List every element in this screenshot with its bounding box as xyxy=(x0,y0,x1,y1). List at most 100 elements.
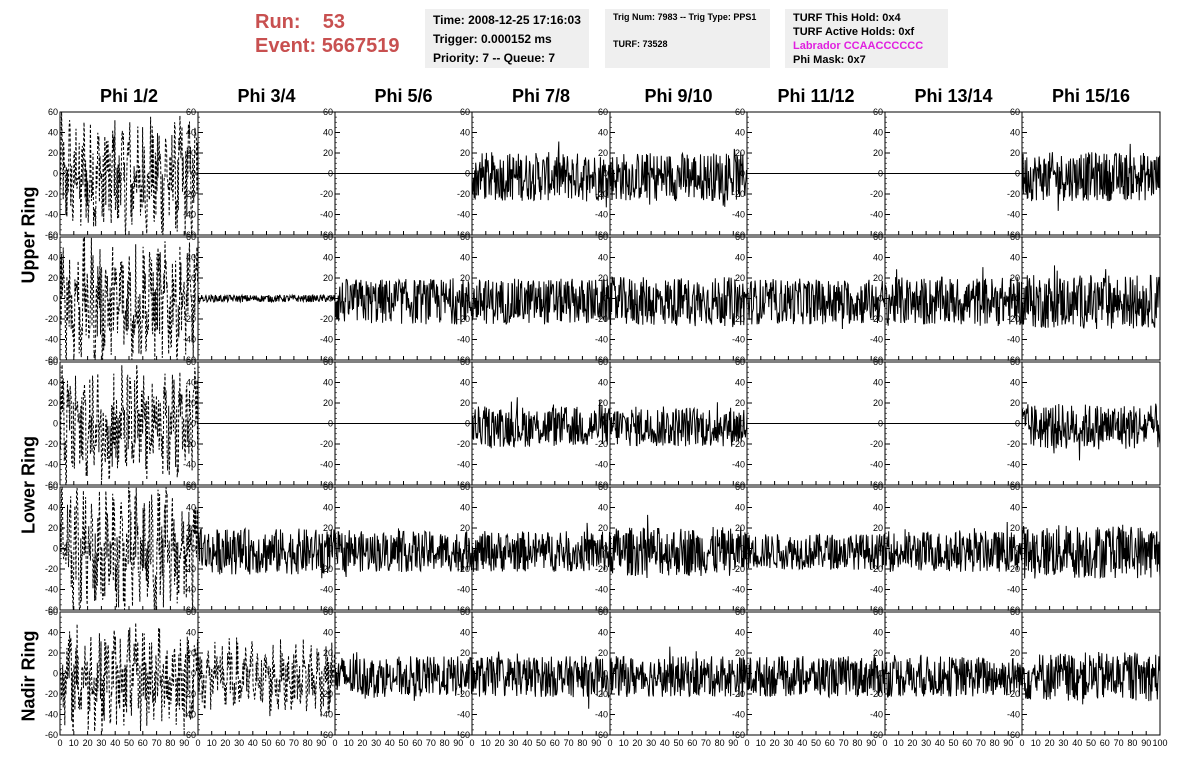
waveform-trace xyxy=(334,528,473,578)
y-tick-label: -40 xyxy=(732,710,745,720)
y-tick-label: 20 xyxy=(598,648,608,658)
y-tick-label: 20 xyxy=(735,148,745,158)
y-tick-label: -20 xyxy=(595,189,608,199)
panel-lower-b-phi-col-1: -60 -40 -20 0 20 40 60 xyxy=(45,482,199,615)
waveform-trace xyxy=(1021,403,1161,461)
y-tick-label: 40 xyxy=(598,628,608,638)
y-tick-label: -60 xyxy=(45,605,58,615)
y-tick-label: -20 xyxy=(183,439,196,449)
y-tick-label: -60 xyxy=(320,230,333,240)
x-tick-label: 70 xyxy=(426,738,436,748)
x-tick-label: 40 xyxy=(660,738,670,748)
x-tick-label: 70 xyxy=(152,738,162,748)
y-tick-label: -60 xyxy=(1007,480,1020,490)
panel-lower-a-phi-col-4: -60 -40 -20 0 20 40 60 xyxy=(457,357,611,490)
time-info-box: Time: 2008-12-25 17:16:03 Trigger: 0.000… xyxy=(425,9,589,68)
y-tick-label: 60 xyxy=(460,107,470,117)
y-tick-label: -60 xyxy=(320,730,333,740)
x-tick-label: 70 xyxy=(839,738,849,748)
y-tick-label: -60 xyxy=(457,730,470,740)
y-tick-label: 40 xyxy=(460,378,470,388)
x-tick-label: 60 xyxy=(138,738,148,748)
y-tick-label: -40 xyxy=(595,210,608,220)
y-tick-label: 0 xyxy=(191,419,196,429)
x-tick-label: 80 xyxy=(852,738,862,748)
y-tick-label: 0 xyxy=(878,544,883,554)
y-tick-label: 40 xyxy=(735,253,745,263)
x-tick-label: 90 xyxy=(453,738,463,748)
y-tick-label: 20 xyxy=(48,273,58,283)
y-tick-label: -20 xyxy=(732,564,745,574)
y-tick-label: -60 xyxy=(870,480,883,490)
y-tick-label: 0 xyxy=(603,544,608,554)
y-tick-label: 0 xyxy=(191,169,196,179)
x-tick-label: 40 xyxy=(248,738,258,748)
y-tick-label: 20 xyxy=(186,398,196,408)
y-tick-label: 0 xyxy=(603,169,608,179)
panel-upper-b-phi-col-1: -60 -40 -20 0 20 40 60 xyxy=(45,232,199,365)
y-tick-label: -60 xyxy=(457,605,470,615)
y-tick-label: 20 xyxy=(186,273,196,283)
x-tick-label: 20 xyxy=(495,738,505,748)
waveform-trace xyxy=(746,278,886,330)
panel-upper-a-phi-col-6: -60 -40 -20 0 20 40 60 xyxy=(732,107,886,240)
waveform-trace xyxy=(609,646,748,698)
y-tick-label: -20 xyxy=(45,564,58,574)
y-tick-label: 40 xyxy=(735,128,745,138)
panel-lower-b-phi-col-4: -60 -40 -20 0 20 40 60 xyxy=(457,482,611,615)
waveform-trace xyxy=(471,141,611,208)
x-tick-label: 60 xyxy=(962,738,972,748)
y-tick-label: -40 xyxy=(1007,585,1020,595)
x-tick-label: 40 xyxy=(110,738,120,748)
y-tick-label: 60 xyxy=(735,357,745,367)
x-tick-label: 50 xyxy=(261,738,271,748)
y-tick-label: -40 xyxy=(320,335,333,345)
event-label: Event: xyxy=(255,35,317,57)
panel-upper-a-phi-col-7: -60 -40 -20 0 20 40 60 xyxy=(870,107,1023,240)
y-tick-label: 0 xyxy=(465,419,470,429)
waveform-trace xyxy=(884,521,1023,573)
y-tick-label: -60 xyxy=(732,355,745,365)
x-tick-label: 20 xyxy=(770,738,780,748)
x-tick-label: 80 xyxy=(577,738,587,748)
y-tick-label: -20 xyxy=(870,189,883,199)
y-tick-label: 20 xyxy=(873,273,883,283)
y-tick-label: 20 xyxy=(48,398,58,408)
y-tick-label: -20 xyxy=(732,439,745,449)
waveform-trace xyxy=(197,293,336,304)
panel-lower-a-phi-col-1: -60 -40 -20 0 20 40 60 xyxy=(45,357,199,490)
x-tick-label: 70 xyxy=(701,738,711,748)
waveform-trace xyxy=(59,486,199,611)
y-tick-label: 40 xyxy=(873,628,883,638)
y-tick-label: 40 xyxy=(598,378,608,388)
y-tick-label: -20 xyxy=(320,564,333,574)
trigger-text: Trigger: 0.000152 ms xyxy=(433,32,552,46)
y-tick-label: -60 xyxy=(870,605,883,615)
x-tick-label: 10 xyxy=(207,738,217,748)
x-tick-label: 30 xyxy=(783,738,793,748)
y-tick-label: 20 xyxy=(460,273,470,283)
y-tick-label: 40 xyxy=(186,253,196,263)
panel-upper-b-phi-col-4: -60 -40 -20 0 20 40 60 xyxy=(457,232,611,365)
event-value: 5667519 xyxy=(321,35,400,57)
x-tick-label: 70 xyxy=(564,738,574,748)
y-tick-label: 0 xyxy=(1015,419,1020,429)
x-tick-label: 20 xyxy=(632,738,642,748)
y-tick-label: 60 xyxy=(1010,107,1020,117)
x-tick-label: 30 xyxy=(96,738,106,748)
y-tick-label: -60 xyxy=(457,355,470,365)
y-tick-label: 40 xyxy=(873,503,883,513)
y-tick-label: 60 xyxy=(873,232,883,242)
column-title-phi-15-16: Phi 15/16 xyxy=(1051,86,1131,106)
y-tick-label: -40 xyxy=(45,710,58,720)
y-tick-label: 40 xyxy=(735,628,745,638)
x-tick-label: 60 xyxy=(825,738,835,748)
y-tick-label: -20 xyxy=(870,564,883,574)
y-tick-label: -20 xyxy=(183,189,196,199)
panel-upper-a-phi-col-8: -60 -40 -20 0 20 40 60 xyxy=(1007,107,1161,240)
y-tick-label: -20 xyxy=(457,689,470,699)
y-tick-label: -40 xyxy=(183,460,196,470)
y-tick-label: -60 xyxy=(595,730,608,740)
y-tick-label: 40 xyxy=(186,128,196,138)
panel-upper-b-phi-col-2: -60 -40 -20 0 20 40 60 xyxy=(183,232,336,365)
